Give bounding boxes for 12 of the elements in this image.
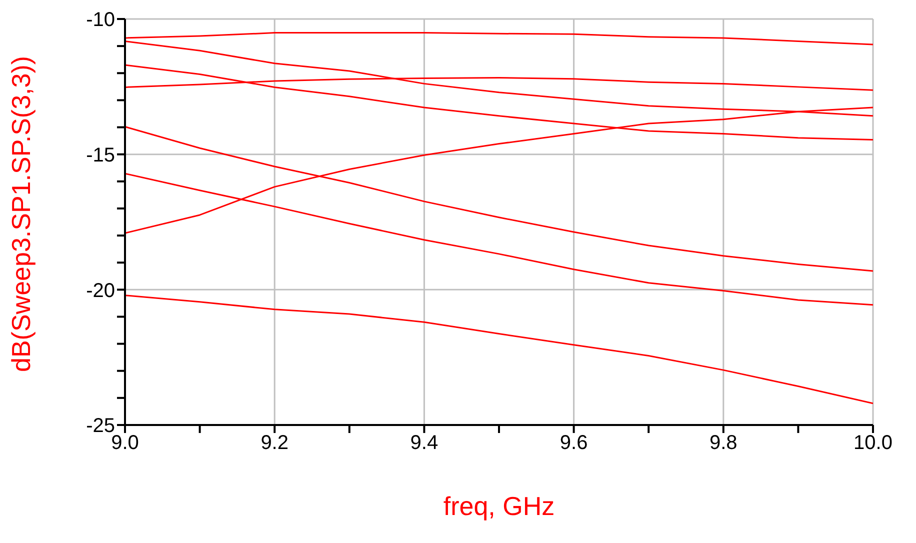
line-series xyxy=(125,294,873,404)
y-axis-title: dB(Sweep3.SP1.SP.S(3,3)) xyxy=(6,56,36,372)
x-tick-label: 9.4 xyxy=(410,432,438,454)
x-tick-label: 9.6 xyxy=(560,432,588,454)
x-axis-title: freq, GHz xyxy=(443,491,555,521)
y-tick-label: -20 xyxy=(86,280,115,302)
x-tick-label: 10.0 xyxy=(854,432,892,454)
x-tick-label: 9.8 xyxy=(709,432,738,454)
x-tick-label: 9.2 xyxy=(260,432,289,454)
x-tick-label: 9.0 xyxy=(111,432,139,454)
y-tick-label: -10 xyxy=(86,9,115,32)
y-tick-label: -15 xyxy=(86,144,115,166)
